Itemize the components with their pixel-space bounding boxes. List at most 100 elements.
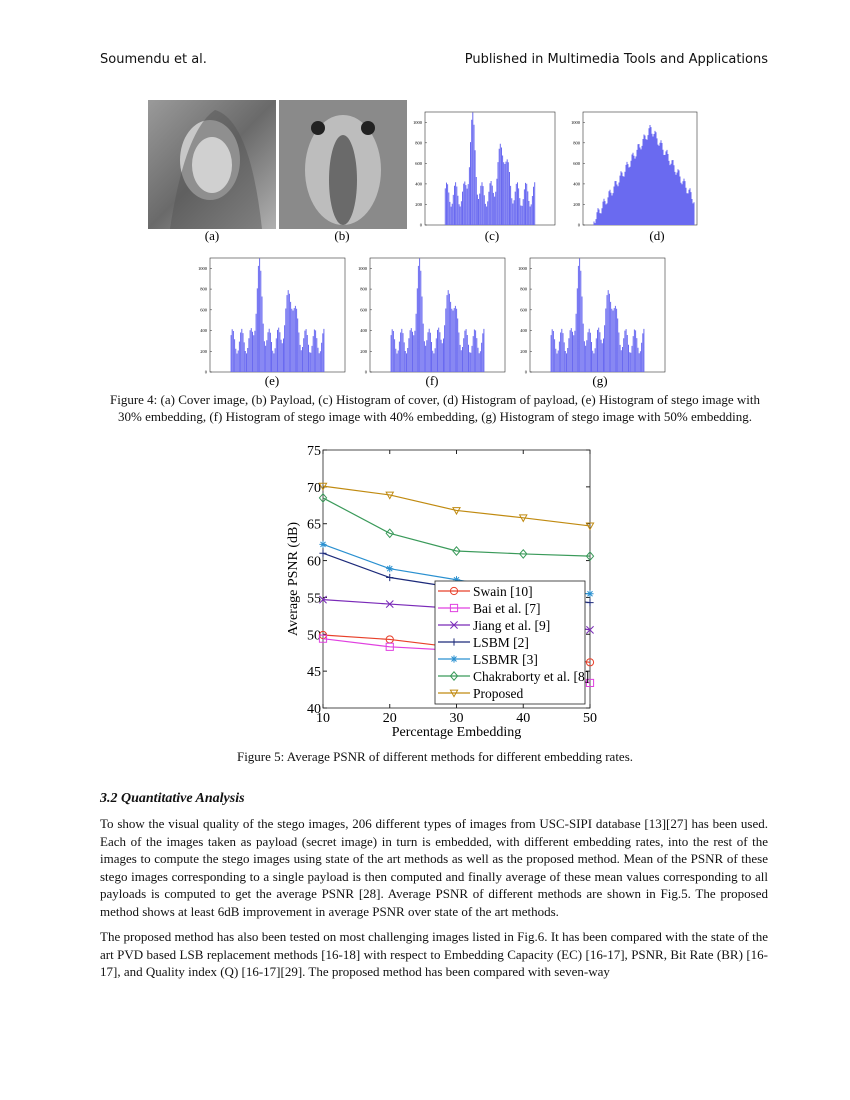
legend-marker bbox=[450, 655, 458, 663]
hist-tick-label: 200 bbox=[360, 349, 368, 354]
hist-tick-label: 600 bbox=[415, 161, 423, 166]
marker bbox=[386, 573, 394, 582]
paragraph: The proposed method has also been tested… bbox=[100, 929, 768, 980]
legend-label: Bai et al. [7] bbox=[473, 601, 540, 616]
marker bbox=[319, 595, 327, 604]
marker bbox=[585, 522, 595, 531]
hist-tick-label: 0 bbox=[420, 223, 423, 228]
payload-image bbox=[279, 100, 407, 229]
histogram-bars bbox=[550, 258, 645, 372]
marker bbox=[518, 548, 528, 559]
y-tick-label: 60 bbox=[307, 555, 321, 570]
hist-tick-label: 400 bbox=[520, 328, 528, 333]
y-tick-label: 70 bbox=[307, 481, 321, 496]
section-heading: 3.2 Quantitative Analysis bbox=[100, 791, 245, 806]
hist-tick-label: 400 bbox=[200, 328, 208, 333]
hist-tick-label: 1000 bbox=[571, 120, 581, 125]
hist-tick-label: 200 bbox=[200, 349, 208, 354]
panel-label: (f) bbox=[426, 373, 439, 388]
x-tick-label: 30 bbox=[450, 711, 464, 726]
figure5-caption: Figure 5: Average PSNR of different meth… bbox=[236, 749, 634, 764]
legend-label: Proposed bbox=[473, 686, 523, 701]
hist-tick-label: 1000 bbox=[198, 266, 208, 271]
hist-tick-label: 800 bbox=[200, 287, 208, 292]
figures: (a) (b) (c) (d)(e) (f) (g)0200400600800100002… bbox=[148, 100, 698, 740]
hist-tick-label: 400 bbox=[415, 181, 423, 186]
marker bbox=[518, 514, 528, 523]
marker bbox=[586, 625, 594, 634]
legend-marker bbox=[450, 638, 458, 646]
legend-marker bbox=[449, 689, 459, 698]
marker bbox=[585, 678, 595, 688]
y-tick-label: 50 bbox=[307, 628, 321, 643]
hist-tick-label: 200 bbox=[415, 202, 423, 207]
hist-tick-label: 1000 bbox=[358, 266, 368, 271]
x-tick-label: 50 bbox=[583, 711, 597, 726]
legend-label: LSBMR [3] bbox=[473, 652, 538, 667]
hist-tick-label: 0 bbox=[205, 370, 208, 375]
hist-tick-label: 600 bbox=[520, 307, 528, 312]
marker bbox=[585, 551, 595, 562]
hist-tick-label: 400 bbox=[573, 181, 581, 186]
x-tick-label: 40 bbox=[516, 711, 530, 726]
hist-tick-label: 200 bbox=[520, 349, 528, 354]
hist-tick-label: 800 bbox=[573, 140, 581, 145]
marker bbox=[452, 576, 461, 584]
marker bbox=[318, 634, 328, 643]
histogram-bars bbox=[593, 125, 695, 225]
legend-marker bbox=[449, 603, 459, 613]
paragraph: To show the visual quality of the stego … bbox=[100, 816, 768, 919]
legend-label: Swain [10] bbox=[473, 584, 533, 599]
hist-tick-label: 0 bbox=[525, 370, 528, 375]
hist-tick-label: 600 bbox=[200, 307, 208, 312]
x-tick-label: 20 bbox=[383, 711, 397, 726]
marker bbox=[319, 549, 327, 557]
figure4-caption: Figure 4: (a) Cover image, (b) Payload, … bbox=[109, 392, 761, 424]
y-tick-label: 75 bbox=[307, 444, 321, 459]
legend-label: LSBM [2] bbox=[473, 635, 529, 650]
cover-image bbox=[148, 100, 276, 229]
panel-label: (g) bbox=[592, 373, 607, 388]
histogram-bars bbox=[230, 258, 325, 372]
marker bbox=[452, 507, 461, 516]
hist-tick-label: 200 bbox=[573, 202, 581, 207]
hist-tick-label: 1000 bbox=[413, 120, 423, 125]
x-axis-label: Percentage Embedding bbox=[392, 725, 521, 740]
panel-label: (d) bbox=[649, 228, 664, 243]
legend-label: Jiang et al. [9] bbox=[473, 618, 550, 633]
y-axis-label: Average PSNR (dB) bbox=[286, 522, 301, 636]
hist-tick-label: 600 bbox=[360, 307, 368, 312]
hist-tick-label: 600 bbox=[573, 161, 581, 166]
marker bbox=[586, 590, 594, 598]
legend-marker bbox=[450, 621, 458, 629]
y-tick-label: 40 bbox=[307, 702, 321, 717]
header-left: Soumendu et al. bbox=[100, 52, 207, 67]
hist-tick-label: 400 bbox=[360, 328, 368, 333]
marker bbox=[385, 600, 394, 609]
series-line bbox=[322, 485, 591, 527]
marker bbox=[385, 642, 394, 651]
y-tick-label: 45 bbox=[307, 665, 321, 680]
hist-tick-label: 800 bbox=[520, 287, 528, 292]
panel-label: (c) bbox=[485, 228, 499, 243]
marker bbox=[385, 491, 395, 500]
marker bbox=[385, 528, 395, 539]
hist-tick-label: 0 bbox=[578, 223, 581, 228]
panel-label: (a) bbox=[205, 228, 219, 243]
hist-tick-label: 1000 bbox=[518, 266, 528, 271]
histogram-bars bbox=[444, 112, 536, 225]
marker bbox=[318, 482, 328, 491]
panel-label: (e) bbox=[265, 373, 279, 388]
header-right: Published in Multimedia Tools and Applic… bbox=[464, 52, 768, 67]
series-line bbox=[322, 497, 591, 557]
histogram-bars bbox=[390, 258, 485, 372]
y-tick-label: 55 bbox=[307, 591, 321, 606]
legend-marker bbox=[449, 586, 459, 596]
marker bbox=[318, 492, 328, 503]
y-tick-label: 65 bbox=[307, 518, 321, 533]
marker bbox=[319, 540, 327, 548]
x-tick-label: 10 bbox=[316, 711, 330, 726]
marker bbox=[386, 565, 394, 573]
hist-tick-label: 800 bbox=[415, 140, 423, 145]
